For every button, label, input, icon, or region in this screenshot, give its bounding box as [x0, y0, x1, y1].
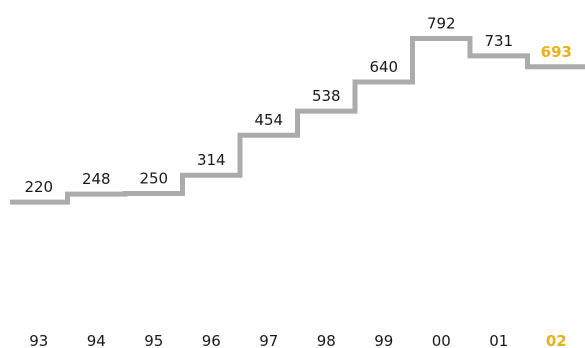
x-tick-label: 93 — [29, 332, 48, 348]
x-tick-label: 95 — [144, 332, 163, 348]
data-label: 220 — [24, 178, 53, 196]
x-axis-ticks-group: 93 94 95 96 97 98 99 00 01 02 — [29, 332, 566, 348]
x-tick-label: 94 — [87, 332, 106, 348]
x-tick-label: 96 — [202, 332, 221, 348]
x-tick-label: 00 — [432, 332, 451, 348]
data-labels-group: 220 248 250 314 454 538 640 792 731 693 — [24, 15, 571, 197]
data-label: 250 — [139, 170, 168, 188]
data-label: 248 — [82, 170, 111, 188]
data-label: 454 — [254, 111, 283, 129]
x-tick-label: 01 — [489, 332, 508, 348]
data-label: 731 — [484, 32, 513, 50]
x-tick-label: 02 — [546, 332, 567, 348]
data-label: 693 — [541, 43, 572, 61]
series-line-group — [10, 36, 585, 205]
x-tick-label: 97 — [259, 332, 278, 348]
data-label: 792 — [427, 15, 456, 33]
series-line — [10, 36, 585, 205]
x-tick-label: 98 — [317, 332, 336, 348]
x-tick-label: 99 — [374, 332, 393, 348]
data-label: 538 — [312, 87, 341, 105]
data-label: 314 — [197, 151, 226, 169]
data-label: 640 — [369, 58, 398, 76]
